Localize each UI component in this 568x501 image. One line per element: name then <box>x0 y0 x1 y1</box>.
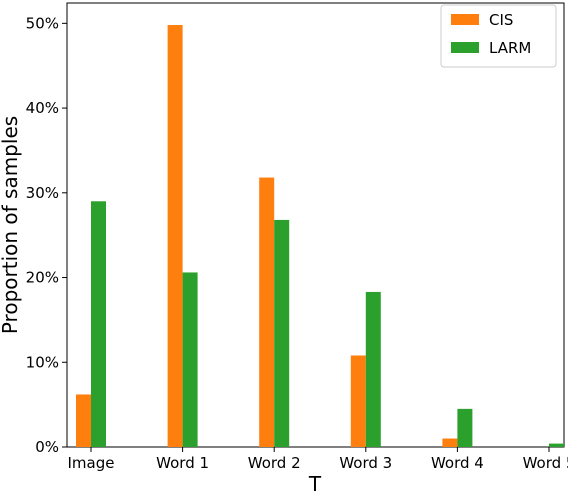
bar-cis-word-4 <box>442 438 458 447</box>
bar-cis-word-2 <box>259 177 275 447</box>
x-axis: Image Word 1 Word 2 Word 3 Word 4 Word 5 <box>68 447 568 472</box>
y-tick-label: 40% <box>26 99 59 117</box>
plot-area <box>66 2 565 448</box>
x-tick-label: Word 3 <box>339 454 392 472</box>
bar-larm-image <box>91 201 106 447</box>
x-tick-label: Image <box>68 454 115 472</box>
y-axis: 0% 10% 20% 30% 40% 50% <box>26 14 67 456</box>
bar-larm-word-1 <box>182 272 198 447</box>
legend-swatch-cis <box>451 14 479 25</box>
bar-larm-word-2 <box>274 219 290 447</box>
x-tick-label: Word 2 <box>248 454 301 472</box>
y-tick-label: 0% <box>35 438 59 456</box>
legend-label-cis: CIS <box>489 11 513 29</box>
y-axis-title: Proportion of samples <box>0 116 22 334</box>
y-tick-label: 50% <box>26 14 59 32</box>
legend-label-larm: LARM <box>489 39 531 57</box>
legend-swatch-larm <box>451 42 479 53</box>
y-tick-label: 10% <box>26 353 59 371</box>
bar-cis-word-3 <box>350 355 366 447</box>
bar-cis-image <box>76 394 91 447</box>
bar-larm-word-5 <box>549 443 564 447</box>
x-tick-label: Word 4 <box>431 454 484 472</box>
bars-group <box>76 25 564 447</box>
x-axis-title: T <box>308 472 322 496</box>
bar-cis-word-1 <box>167 25 183 447</box>
legend: CIS LARM <box>440 4 557 68</box>
x-tick-label: Word 5 <box>523 454 568 472</box>
x-tick-label: Word 1 <box>156 454 209 472</box>
bar-larm-word-4 <box>457 408 473 447</box>
y-tick-label: 20% <box>26 269 59 287</box>
y-tick-label: 30% <box>26 184 59 202</box>
bar-larm-word-3 <box>365 291 381 447</box>
